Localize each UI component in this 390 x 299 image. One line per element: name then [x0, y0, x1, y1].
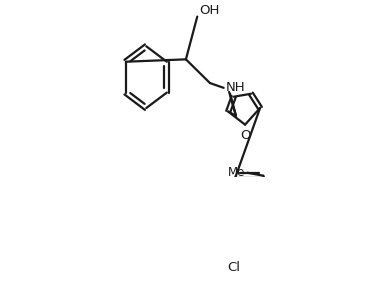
Text: Cl: Cl: [227, 261, 240, 274]
Text: OH: OH: [200, 4, 220, 17]
Text: O: O: [240, 129, 250, 142]
Text: Me: Me: [228, 166, 245, 179]
Text: NH: NH: [226, 81, 246, 94]
